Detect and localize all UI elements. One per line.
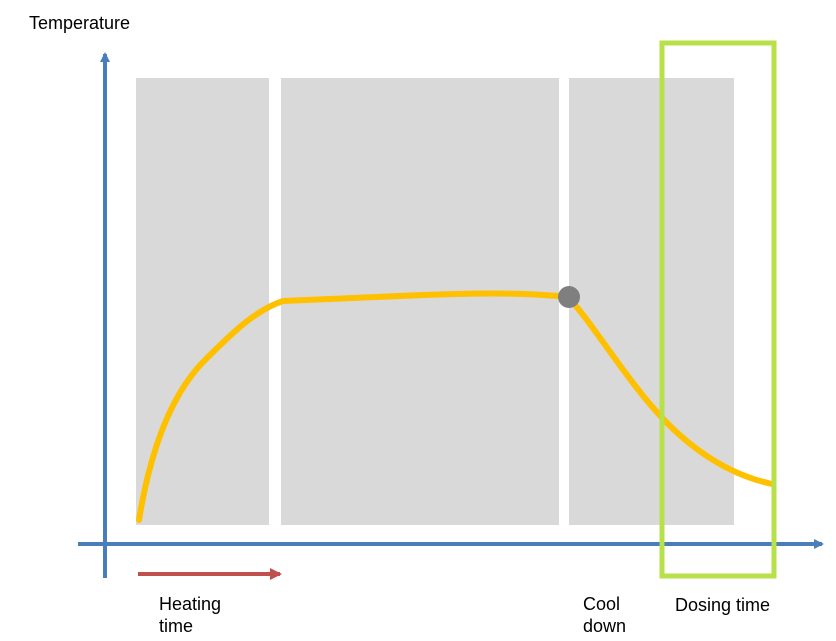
dosing-time-highlight bbox=[659, 40, 777, 579]
cooldown-start-marker bbox=[558, 286, 580, 308]
heating-phase-panel bbox=[136, 78, 269, 525]
cooldown-phase-panel bbox=[569, 78, 734, 525]
dosing-time-label: Dosing time bbox=[675, 595, 771, 615]
cool-down-label: Cool down bbox=[583, 594, 627, 636]
y-axis-label: Temperature bbox=[29, 13, 131, 33]
heating-time-label: Heating time bbox=[159, 594, 222, 636]
